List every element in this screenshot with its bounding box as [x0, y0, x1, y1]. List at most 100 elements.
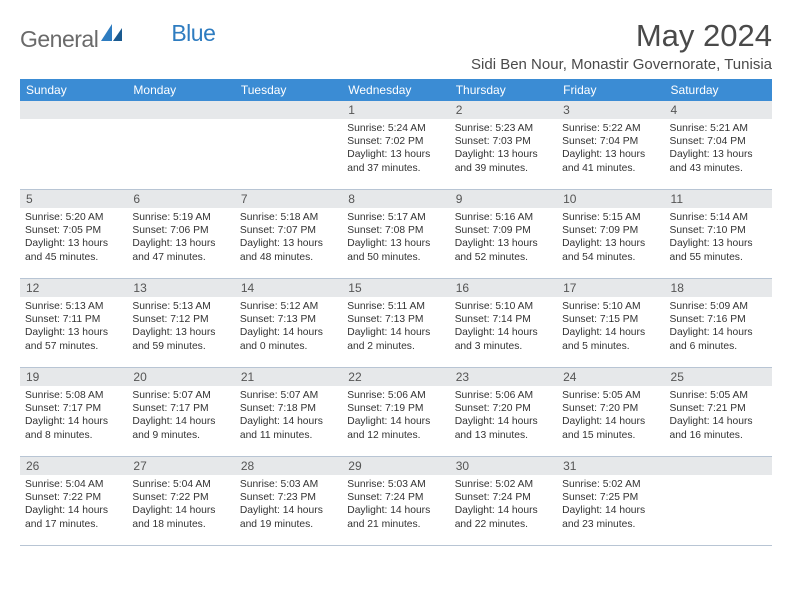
- day-number: 11: [665, 190, 772, 208]
- calendar-cell: 20Sunrise: 5:07 AM Sunset: 7:17 PM Dayli…: [127, 368, 234, 456]
- location-text: Sidi Ben Nour, Monastir Governorate, Tun…: [471, 56, 772, 73]
- day-number: 2: [450, 101, 557, 119]
- day-detail: Sunrise: 5:03 AM Sunset: 7:23 PM Dayligh…: [235, 475, 342, 535]
- week-row: 19Sunrise: 5:08 AM Sunset: 7:17 PM Dayli…: [20, 368, 772, 457]
- calendar-cell: 26Sunrise: 5:04 AM Sunset: 7:22 PM Dayli…: [20, 457, 127, 545]
- day-detail: Sunrise: 5:08 AM Sunset: 7:17 PM Dayligh…: [20, 386, 127, 446]
- day-number: 8: [342, 190, 449, 208]
- title-block: May 2024 Sidi Ben Nour, Monastir Governo…: [471, 18, 772, 73]
- calendar-cell: 13Sunrise: 5:13 AM Sunset: 7:12 PM Dayli…: [127, 279, 234, 367]
- brand-part2: Blue: [171, 20, 215, 47]
- day-number: 18: [665, 279, 772, 297]
- calendar-cell: 2Sunrise: 5:23 AM Sunset: 7:03 PM Daylig…: [450, 101, 557, 189]
- day-detail: Sunrise: 5:17 AM Sunset: 7:08 PM Dayligh…: [342, 208, 449, 268]
- calendar-cell: 24Sunrise: 5:05 AM Sunset: 7:20 PM Dayli…: [557, 368, 664, 456]
- day-detail: Sunrise: 5:06 AM Sunset: 7:20 PM Dayligh…: [450, 386, 557, 446]
- calendar-cell: [235, 101, 342, 189]
- calendar-page: General Blue May 2024 Sidi Ben Nour, Mon…: [0, 0, 792, 546]
- day-detail: Sunrise: 5:20 AM Sunset: 7:05 PM Dayligh…: [20, 208, 127, 268]
- day-detail: Sunrise: 5:21 AM Sunset: 7:04 PM Dayligh…: [665, 119, 772, 179]
- day-detail: Sunrise: 5:14 AM Sunset: 7:10 PM Dayligh…: [665, 208, 772, 268]
- calendar-cell: 10Sunrise: 5:15 AM Sunset: 7:09 PM Dayli…: [557, 190, 664, 278]
- day-number: [235, 101, 342, 119]
- day-number: 19: [20, 368, 127, 386]
- calendar-cell: 21Sunrise: 5:07 AM Sunset: 7:18 PM Dayli…: [235, 368, 342, 456]
- calendar-cell: [127, 101, 234, 189]
- day-number: 27: [127, 457, 234, 475]
- day-detail: [665, 475, 772, 482]
- day-number: 13: [127, 279, 234, 297]
- day-number: 10: [557, 190, 664, 208]
- day-number: 1: [342, 101, 449, 119]
- calendar-cell: 9Sunrise: 5:16 AM Sunset: 7:09 PM Daylig…: [450, 190, 557, 278]
- day-detail: Sunrise: 5:10 AM Sunset: 7:15 PM Dayligh…: [557, 297, 664, 357]
- day-detail: Sunrise: 5:07 AM Sunset: 7:18 PM Dayligh…: [235, 386, 342, 446]
- day-number: 30: [450, 457, 557, 475]
- week-row: 12Sunrise: 5:13 AM Sunset: 7:11 PM Dayli…: [20, 279, 772, 368]
- calendar-cell: 4Sunrise: 5:21 AM Sunset: 7:04 PM Daylig…: [665, 101, 772, 189]
- day-number: 28: [235, 457, 342, 475]
- day-detail: Sunrise: 5:13 AM Sunset: 7:12 PM Dayligh…: [127, 297, 234, 357]
- calendar-cell: 27Sunrise: 5:04 AM Sunset: 7:22 PM Dayli…: [127, 457, 234, 545]
- day-detail: Sunrise: 5:07 AM Sunset: 7:17 PM Dayligh…: [127, 386, 234, 446]
- day-number: 9: [450, 190, 557, 208]
- calendar-cell: 22Sunrise: 5:06 AM Sunset: 7:19 PM Dayli…: [342, 368, 449, 456]
- day-header: Wednesday: [342, 79, 449, 101]
- day-detail: Sunrise: 5:06 AM Sunset: 7:19 PM Dayligh…: [342, 386, 449, 446]
- month-title: May 2024: [471, 18, 772, 54]
- day-number: 21: [235, 368, 342, 386]
- day-detail: Sunrise: 5:23 AM Sunset: 7:03 PM Dayligh…: [450, 119, 557, 179]
- day-number: 20: [127, 368, 234, 386]
- calendar-grid: SundayMondayTuesdayWednesdayThursdayFrid…: [20, 79, 772, 546]
- day-detail: Sunrise: 5:11 AM Sunset: 7:13 PM Dayligh…: [342, 297, 449, 357]
- calendar-cell: 12Sunrise: 5:13 AM Sunset: 7:11 PM Dayli…: [20, 279, 127, 367]
- day-number: 25: [665, 368, 772, 386]
- day-number: 29: [342, 457, 449, 475]
- day-number: 5: [20, 190, 127, 208]
- calendar-cell: 17Sunrise: 5:10 AM Sunset: 7:15 PM Dayli…: [557, 279, 664, 367]
- calendar-cell: 6Sunrise: 5:19 AM Sunset: 7:06 PM Daylig…: [127, 190, 234, 278]
- day-detail: [235, 119, 342, 126]
- day-number: 7: [235, 190, 342, 208]
- day-detail: [127, 119, 234, 126]
- day-header: Thursday: [450, 79, 557, 101]
- day-detail: Sunrise: 5:13 AM Sunset: 7:11 PM Dayligh…: [20, 297, 127, 357]
- calendar-cell: 30Sunrise: 5:02 AM Sunset: 7:24 PM Dayli…: [450, 457, 557, 545]
- day-number: 4: [665, 101, 772, 119]
- day-number: 6: [127, 190, 234, 208]
- day-number: 24: [557, 368, 664, 386]
- day-detail: Sunrise: 5:04 AM Sunset: 7:22 PM Dayligh…: [127, 475, 234, 535]
- calendar-cell: 14Sunrise: 5:12 AM Sunset: 7:13 PM Dayli…: [235, 279, 342, 367]
- day-number: 31: [557, 457, 664, 475]
- day-detail: Sunrise: 5:03 AM Sunset: 7:24 PM Dayligh…: [342, 475, 449, 535]
- week-row: 5Sunrise: 5:20 AM Sunset: 7:05 PM Daylig…: [20, 190, 772, 279]
- day-detail: Sunrise: 5:05 AM Sunset: 7:21 PM Dayligh…: [665, 386, 772, 446]
- calendar-cell: 16Sunrise: 5:10 AM Sunset: 7:14 PM Dayli…: [450, 279, 557, 367]
- day-number: 26: [20, 457, 127, 475]
- day-detail: Sunrise: 5:10 AM Sunset: 7:14 PM Dayligh…: [450, 297, 557, 357]
- day-detail: Sunrise: 5:24 AM Sunset: 7:02 PM Dayligh…: [342, 119, 449, 179]
- calendar-cell: [20, 101, 127, 189]
- day-detail: Sunrise: 5:09 AM Sunset: 7:16 PM Dayligh…: [665, 297, 772, 357]
- day-detail: Sunrise: 5:12 AM Sunset: 7:13 PM Dayligh…: [235, 297, 342, 357]
- day-detail: Sunrise: 5:02 AM Sunset: 7:25 PM Dayligh…: [557, 475, 664, 535]
- calendar-cell: 1Sunrise: 5:24 AM Sunset: 7:02 PM Daylig…: [342, 101, 449, 189]
- calendar-cell: [665, 457, 772, 545]
- calendar-cell: 5Sunrise: 5:20 AM Sunset: 7:05 PM Daylig…: [20, 190, 127, 278]
- day-detail: Sunrise: 5:05 AM Sunset: 7:20 PM Dayligh…: [557, 386, 664, 446]
- day-detail: Sunrise: 5:16 AM Sunset: 7:09 PM Dayligh…: [450, 208, 557, 268]
- day-number: 12: [20, 279, 127, 297]
- calendar-cell: 18Sunrise: 5:09 AM Sunset: 7:16 PM Dayli…: [665, 279, 772, 367]
- weeks-container: 1Sunrise: 5:24 AM Sunset: 7:02 PM Daylig…: [20, 101, 772, 546]
- day-number: 22: [342, 368, 449, 386]
- calendar-cell: 23Sunrise: 5:06 AM Sunset: 7:20 PM Dayli…: [450, 368, 557, 456]
- day-number: 14: [235, 279, 342, 297]
- day-header-row: SundayMondayTuesdayWednesdayThursdayFrid…: [20, 79, 772, 101]
- day-detail: Sunrise: 5:22 AM Sunset: 7:04 PM Dayligh…: [557, 119, 664, 179]
- calendar-cell: 29Sunrise: 5:03 AM Sunset: 7:24 PM Dayli…: [342, 457, 449, 545]
- calendar-cell: 31Sunrise: 5:02 AM Sunset: 7:25 PM Dayli…: [557, 457, 664, 545]
- day-header: Monday: [127, 79, 234, 101]
- day-number: 3: [557, 101, 664, 119]
- day-number: 16: [450, 279, 557, 297]
- day-header: Saturday: [665, 79, 772, 101]
